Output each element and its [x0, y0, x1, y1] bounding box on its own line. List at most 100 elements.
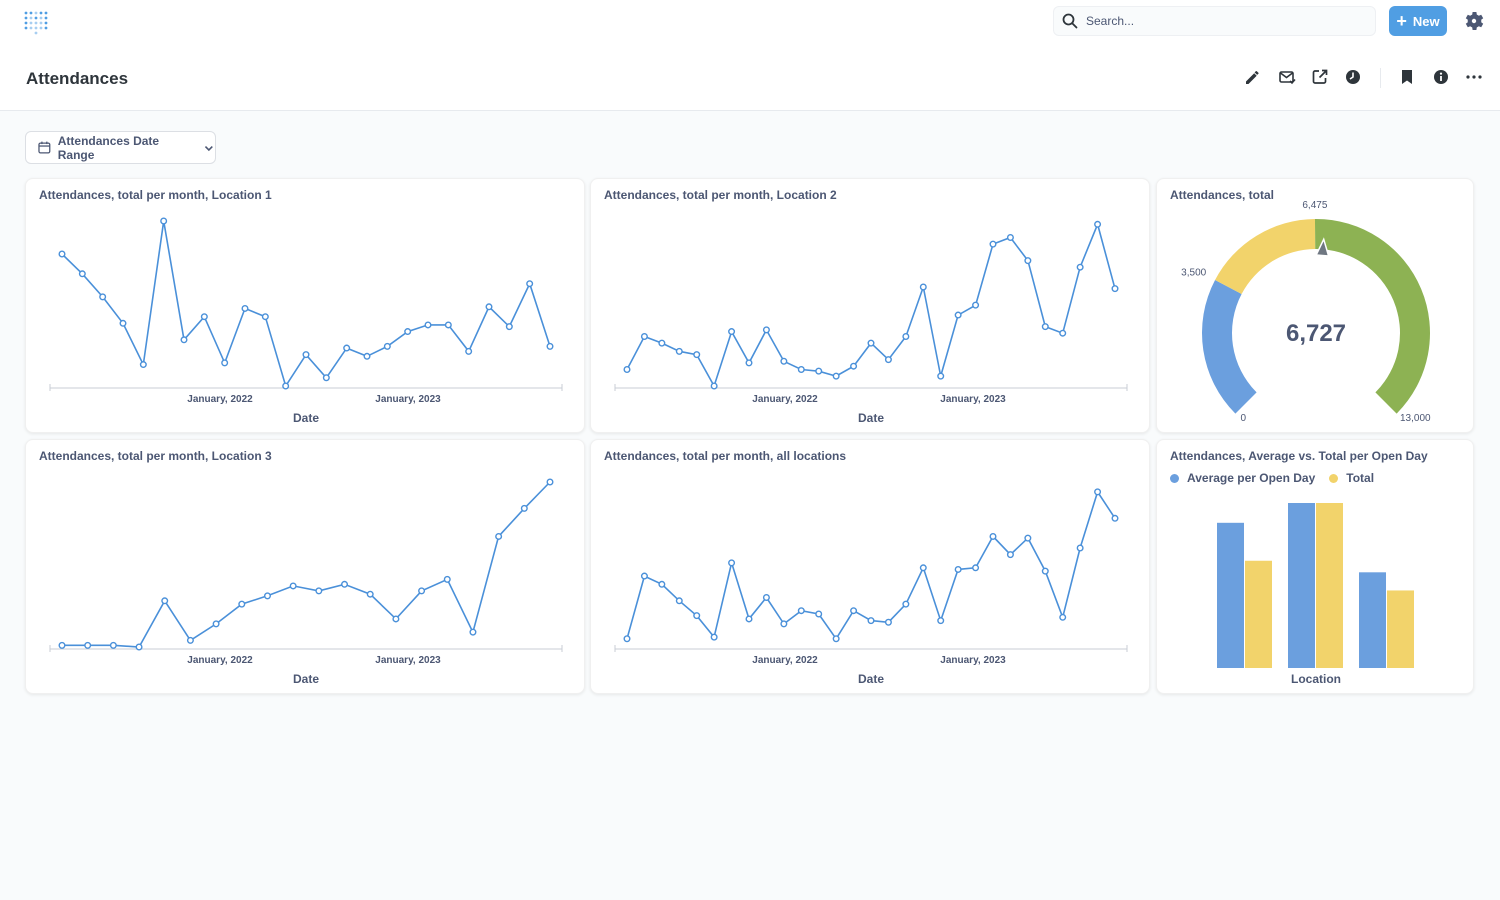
data-point[interactable] [383, 342, 391, 350]
data-point[interactable] [797, 365, 805, 373]
data-point[interactable] [443, 575, 451, 583]
data-point[interactable] [404, 328, 412, 336]
data-point[interactable] [1059, 329, 1067, 337]
data-point[interactable] [1024, 534, 1032, 542]
data-point[interactable] [526, 280, 534, 288]
data-point[interactable] [392, 615, 400, 623]
date-range-filter[interactable]: Attendances Date Range [25, 131, 216, 164]
data-point[interactable] [640, 332, 648, 340]
data-point[interactable] [937, 617, 945, 625]
data-point[interactable] [469, 628, 477, 636]
data-point[interactable] [119, 319, 127, 327]
data-point[interactable] [658, 339, 666, 347]
data-point[interactable] [78, 270, 86, 278]
line-chart-card-location-2[interactable]: Attendances, total per month, Location 2… [590, 178, 1150, 433]
bar[interactable] [1245, 560, 1272, 668]
data-point[interactable] [99, 293, 107, 301]
data-point[interactable] [139, 361, 147, 369]
legend-label-total[interactable]: Total [1346, 471, 1375, 485]
data-point[interactable] [465, 347, 473, 355]
line-chart-card-all-locations[interactable]: Attendances, total per month, all locati… [590, 439, 1150, 694]
data-point[interactable] [520, 504, 528, 512]
data-point[interactable] [902, 600, 910, 608]
data-point[interactable] [937, 372, 945, 380]
pencil-icon[interactable] [1244, 68, 1262, 86]
bookmark-icon[interactable] [1398, 68, 1416, 86]
data-point[interactable] [780, 357, 788, 365]
bar[interactable] [1359, 572, 1386, 668]
data-point[interactable] [919, 283, 927, 291]
line-chart-card-location-3[interactable]: Attendances, total per month, Location 3… [25, 439, 585, 694]
data-point[interactable] [485, 303, 493, 311]
data-point[interactable] [1111, 514, 1119, 522]
data-point[interactable] [241, 304, 249, 312]
data-point[interactable] [546, 342, 554, 350]
data-point[interactable] [363, 352, 371, 360]
data-point[interactable] [161, 597, 169, 605]
data-point[interactable] [745, 615, 753, 623]
legend-label-average[interactable]: Average per Open Day [1187, 471, 1316, 485]
data-point[interactable] [675, 347, 683, 355]
bar[interactable] [1387, 590, 1414, 668]
data-point[interactable] [972, 301, 980, 309]
bar-chart-card-average-vs-total[interactable]: Attendances, Average vs. Total per Open … [1156, 439, 1474, 694]
bar[interactable] [1217, 522, 1244, 668]
data-point[interactable] [1024, 257, 1032, 265]
data-point[interactable] [1076, 544, 1084, 552]
data-point[interactable] [495, 532, 503, 540]
gauge-segment[interactable] [1202, 280, 1257, 414]
metabase-logo-icon[interactable] [22, 9, 48, 35]
gauge-card-total[interactable]: Attendances, total 6,727 0 3,500 6,475 13,00… [1156, 178, 1474, 433]
data-point[interactable] [180, 336, 188, 344]
data-point[interactable] [109, 641, 117, 649]
data-point[interactable] [238, 600, 246, 608]
gear-icon[interactable] [1464, 11, 1484, 31]
data-point[interactable] [315, 587, 323, 595]
data-point[interactable] [186, 636, 194, 644]
gauge-segment[interactable] [1215, 219, 1316, 294]
data-point[interactable] [832, 635, 840, 643]
data-point[interactable] [710, 382, 718, 390]
data-point[interactable] [989, 240, 997, 248]
data-point[interactable] [418, 587, 426, 595]
data-point[interactable] [1006, 551, 1014, 559]
data-point[interactable] [745, 359, 753, 367]
data-point[interactable] [343, 344, 351, 352]
subscription-icon[interactable] [1278, 68, 1296, 86]
data-point[interactable] [972, 564, 980, 572]
data-point[interactable] [212, 620, 220, 628]
data-point[interactable] [341, 580, 349, 588]
data-point[interactable] [282, 382, 290, 390]
bar[interactable] [1316, 503, 1343, 668]
data-point[interactable] [919, 564, 927, 572]
data-point[interactable] [366, 590, 374, 598]
data-point[interactable] [850, 607, 858, 615]
data-point[interactable] [693, 612, 701, 620]
data-point[interactable] [263, 592, 271, 600]
info-icon[interactable] [1432, 68, 1450, 86]
data-point[interactable] [1094, 220, 1102, 228]
data-point[interactable] [444, 321, 452, 329]
data-point[interactable] [902, 332, 910, 340]
data-point[interactable] [84, 641, 92, 649]
data-point[interactable] [302, 351, 310, 359]
search-input[interactable]: Search... [1053, 6, 1376, 36]
data-point[interactable] [221, 359, 229, 367]
data-point[interactable] [780, 620, 788, 628]
data-point[interactable] [989, 532, 997, 540]
data-point[interactable] [954, 311, 962, 319]
data-point[interactable] [850, 362, 858, 370]
data-point[interactable] [710, 633, 718, 641]
clock-icon[interactable] [1344, 68, 1362, 86]
data-point[interactable] [58, 641, 66, 649]
data-point[interactable] [762, 593, 770, 601]
data-point[interactable] [135, 643, 143, 651]
data-point[interactable] [1059, 613, 1067, 621]
bar[interactable] [1288, 503, 1315, 668]
data-point[interactable] [797, 607, 805, 615]
data-point[interactable] [546, 478, 554, 486]
gauge-segment[interactable] [1314, 219, 1430, 414]
data-point[interactable] [954, 565, 962, 573]
new-button[interactable]: + New [1389, 6, 1447, 36]
data-point[interactable] [640, 572, 648, 580]
